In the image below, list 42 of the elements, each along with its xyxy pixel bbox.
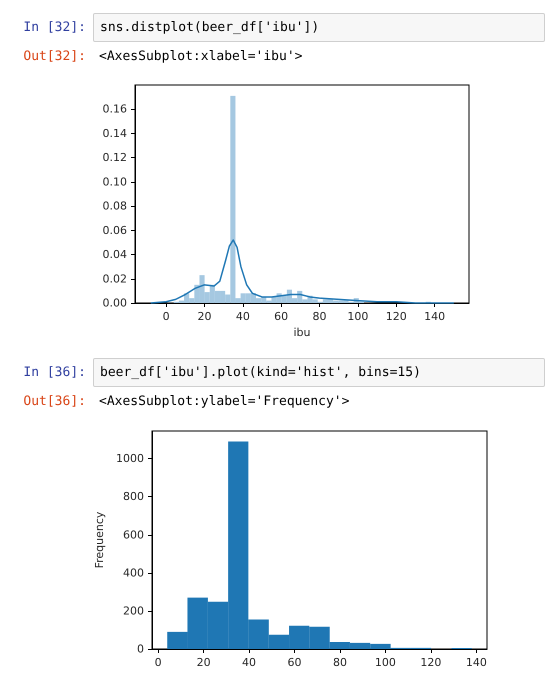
y-tick-label: 0.10 [102, 175, 127, 188]
x-axis-title: ibu [293, 326, 311, 339]
x-tick-label: 0 [162, 310, 170, 323]
y-tick-label: 0.14 [102, 126, 127, 140]
y-tick-label: 0 [137, 642, 144, 656]
text: In [36]: [22, 365, 86, 380]
x-tick-label: 40 [242, 656, 256, 669]
text: beer_df['ibu'].plot(kind='hist', bins=15) [93, 358, 545, 387]
x-tick-label: 80 [332, 656, 347, 669]
x-tick-label: 140 [466, 656, 487, 669]
y-tick-label: 0.04 [102, 248, 127, 262]
text: Out[32]: [22, 49, 86, 64]
y-tick-label: 0.12 [102, 151, 127, 164]
x-tick-label: 40 [236, 310, 250, 323]
y-tick-label: 0.16 [102, 102, 127, 116]
x-tick-label: 0 [154, 656, 162, 669]
text: <AxesSubplot:xlabel='ibu'> [99, 49, 302, 64]
x-tick-label: 100 [347, 310, 368, 323]
x-tick-label: 140 [424, 310, 446, 323]
y-tick-label: 400 [123, 566, 144, 580]
y-tick-label: 800 [123, 490, 144, 504]
y-tick-label: 600 [123, 528, 144, 542]
y-axis-title: Frequency [93, 511, 106, 568]
y-tick-label: 0.02 [102, 272, 127, 286]
line-series [150, 239, 455, 304]
y-tick-label: 0.06 [102, 224, 127, 237]
text: Out[36]: [22, 394, 86, 409]
x-tick-label: 80 [312, 310, 327, 323]
x-tick-label: 20 [197, 310, 212, 323]
text: sns.distplot(beer_df['ibu']) [93, 13, 545, 42]
x-tick-label: 60 [288, 656, 302, 669]
text: <AxesSubplot:ylabel='Frequency'> [99, 394, 350, 409]
y-tick-label: 0.08 [102, 200, 127, 213]
y-tick-label: 200 [123, 604, 144, 618]
x-tick-label: 20 [196, 656, 211, 669]
y-tick-label: 0.00 [102, 296, 127, 310]
x-tick-label: 120 [386, 310, 407, 323]
x-tick-label: 100 [374, 656, 396, 669]
x-tick-label: 120 [420, 656, 442, 669]
x-tick-label: 60 [274, 310, 288, 323]
y-tick-label: 1000 [116, 452, 144, 466]
text: In [32]: [22, 20, 86, 35]
